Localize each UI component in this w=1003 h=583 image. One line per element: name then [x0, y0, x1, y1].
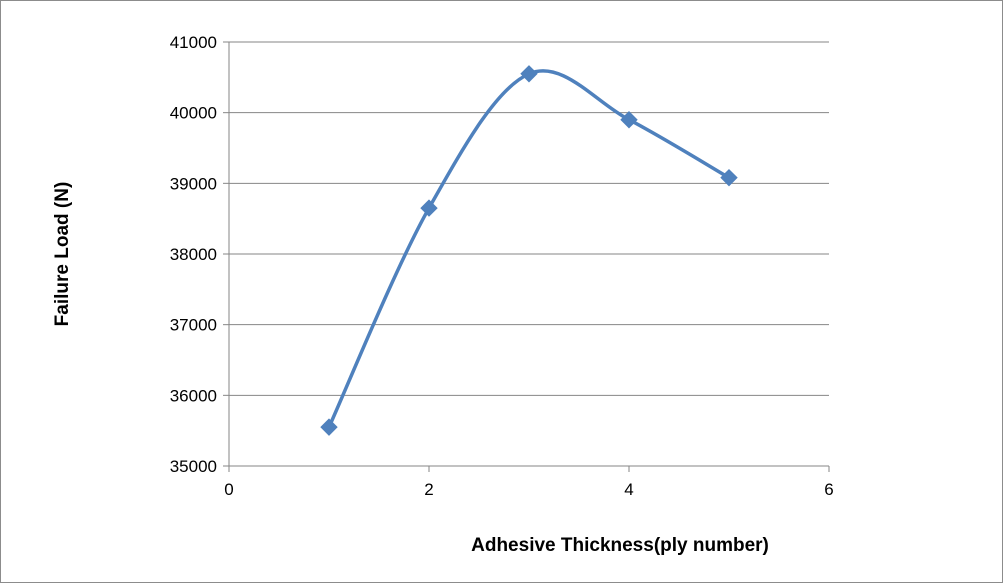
tick-labels: 35000 36000 37000 38000 39000 40000 41000 0 2 4 6 [170, 33, 834, 499]
y-tick-label: 35000 [170, 457, 217, 476]
data-point-1 [320, 418, 338, 436]
data-series [320, 65, 738, 436]
x-tick-label: 2 [424, 480, 433, 499]
data-point-5 [720, 168, 738, 187]
y-tick-label: 37000 [170, 316, 217, 335]
y-tick-label: 36000 [170, 386, 217, 405]
data-point-2 [420, 199, 438, 217]
series-line [327, 69, 730, 428]
y-tick-label: 38000 [170, 245, 217, 264]
gridlines [229, 41, 829, 396]
y-tick-label: 40000 [170, 104, 217, 123]
axes [223, 41, 830, 472]
y-tick-label: 41000 [170, 33, 217, 52]
x-tick-label: 4 [624, 480, 633, 499]
y-axis-title: Failure Load (N) [52, 182, 73, 327]
data-point-3 [520, 65, 538, 83]
x-axis-title: Adhesive Thickness(ply number) [471, 535, 769, 556]
y-tick-label: 39000 [170, 174, 217, 193]
x-tick-label: 0 [224, 480, 233, 499]
x-tick-label: 6 [824, 480, 833, 499]
data-point-4 [620, 111, 638, 129]
